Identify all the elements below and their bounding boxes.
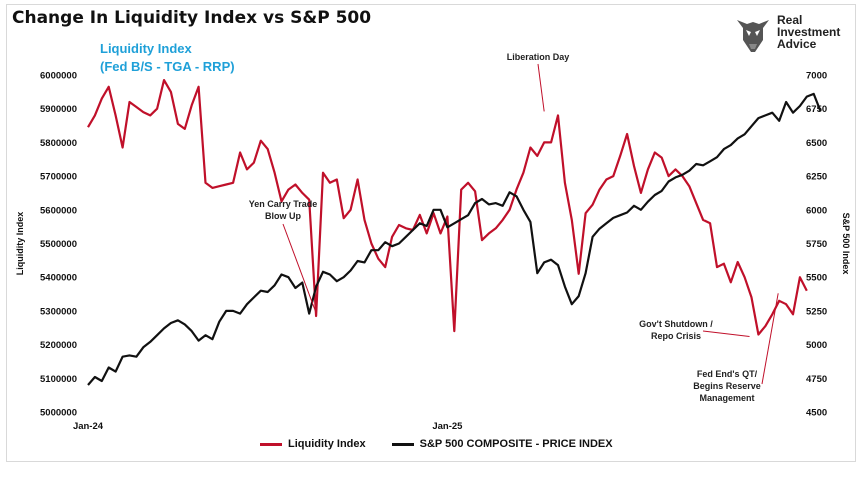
y-left-tick-label: 5900000 <box>40 104 77 115</box>
annotation-qt-leader <box>761 293 779 385</box>
y-left-tick-label: 5200000 <box>40 340 77 351</box>
annotation-qt-line: Fed End's QT/ <box>697 369 758 379</box>
y-left-tick-label: 5600000 <box>40 205 77 216</box>
chart-title: Change In Liquidity Index vs S&P 500 <box>12 8 372 28</box>
bull-head-icon <box>737 20 769 52</box>
y-right-tick-label: 5750 <box>806 239 827 250</box>
legend-item-sp500: S&P 500 COMPOSITE - PRICE INDEX <box>391 438 613 450</box>
y-left-tick-label: 5000000 <box>40 408 77 419</box>
y-right-tick-label: 6000 <box>806 205 827 216</box>
y-right-tick-label: 5250 <box>806 306 827 317</box>
legend-label-liquidity: Liquidity Index <box>288 438 366 450</box>
y-left-tick-label: 5700000 <box>40 172 77 183</box>
x-tick-label: Jan-25 <box>432 421 463 432</box>
logo-line-1: Real <box>777 13 803 27</box>
chart-frame <box>6 4 856 462</box>
y-right-tick-label: 4750 <box>806 374 827 385</box>
annotation-liberation-day-leader <box>537 63 545 112</box>
logo-line-3: Advice <box>777 37 817 51</box>
annotation-liberation-day: Liberation Day <box>507 52 570 62</box>
legend-swatch-sp500 <box>391 442 414 446</box>
chart-legend: Liquidity Index S&P 500 COMPOSITE - PRIC… <box>260 438 639 450</box>
logo-text: Real Investment Advice <box>777 14 840 50</box>
y-right-tick-label: 7000 <box>806 71 827 82</box>
y-left-tick-label: 5100000 <box>40 374 77 385</box>
subtitle-line-1: Liquidity Index <box>100 41 192 56</box>
y-right-tick-label: 5000 <box>806 340 827 351</box>
annotation-shutdown-line: Repo Crisis <box>651 331 701 341</box>
annotation-shutdown-leader <box>702 330 750 337</box>
annotation-yen-carry-leader <box>282 223 317 314</box>
y-right-tick-label: 6750 <box>806 104 827 115</box>
annotation-qt-line: Management <box>699 393 754 403</box>
annotation-yen-carry-line: Blow Up <box>265 211 301 221</box>
y-right-axis-title: S&P 500 Index <box>841 213 851 275</box>
legend-item-liquidity: Liquidity Index <box>260 438 366 450</box>
sp500-series-line <box>87 92 822 386</box>
legend-label-sp500: S&P 500 COMPOSITE - PRICE INDEX <box>419 438 613 450</box>
logo-line-2: Investment <box>777 25 841 39</box>
y-left-axis-title: Liquidity Index <box>15 212 25 276</box>
annotation-shutdown-line: Gov't Shutdown / <box>639 319 713 329</box>
liquidity-series-line <box>87 78 808 336</box>
y-left-tick-label: 5300000 <box>40 306 77 317</box>
y-left-tick-label: 6000000 <box>40 71 77 82</box>
subtitle-line-2: (Fed B/S - TGA - RRP) <box>100 59 235 74</box>
chart-subtitle: Liquidity Index (Fed B/S - TGA - RRP) <box>100 40 235 76</box>
y-right-tick-label: 6500 <box>806 138 827 149</box>
y-left-tick-label: 5400000 <box>40 273 77 284</box>
y-right-tick-label: 6250 <box>806 172 827 183</box>
y-left-tick-label: 5500000 <box>40 239 77 250</box>
x-tick-label: Jan-24 <box>73 421 104 432</box>
y-right-tick-label: 4500 <box>806 408 827 419</box>
annotation-yen-carry-line: Yen Carry Trade <box>249 199 318 209</box>
y-right-tick-label: 5500 <box>806 273 827 284</box>
y-left-tick-label: 5800000 <box>40 138 77 149</box>
legend-swatch-liquidity <box>260 442 282 446</box>
brand-logo: Real Investment Advice <box>733 12 849 56</box>
annotation-qt-line: Begins Reserve <box>693 381 761 391</box>
